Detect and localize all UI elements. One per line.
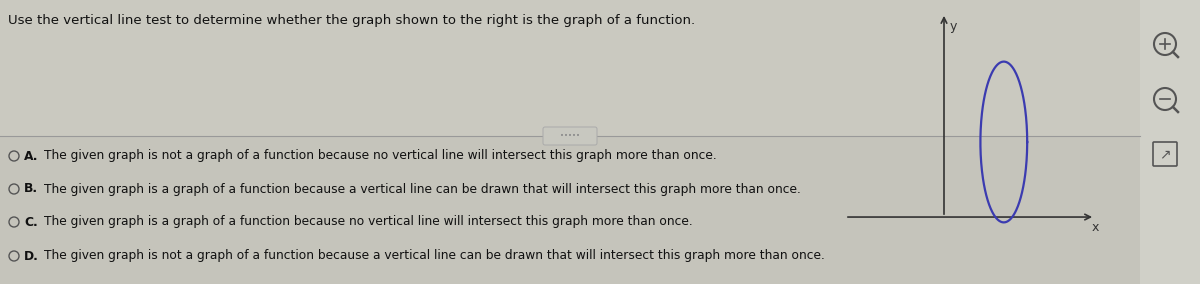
Bar bbox=[0, 136, 1140, 284]
Text: C.: C. bbox=[24, 216, 37, 229]
Text: D.: D. bbox=[24, 250, 38, 262]
FancyBboxPatch shape bbox=[542, 127, 598, 145]
Bar bbox=[0, 0, 1140, 136]
Text: x: x bbox=[1092, 221, 1099, 234]
Bar bbox=[1140, 0, 1200, 284]
Text: y: y bbox=[950, 20, 958, 33]
Text: The given graph is not a graph of a function because no vertical line will inter: The given graph is not a graph of a func… bbox=[44, 149, 716, 162]
Text: •••••: ••••• bbox=[560, 133, 580, 139]
Text: The given graph is a graph of a function because no vertical line will intersect: The given graph is a graph of a function… bbox=[44, 216, 692, 229]
Text: A.: A. bbox=[24, 149, 38, 162]
Text: ↗: ↗ bbox=[1159, 147, 1171, 161]
Text: The given graph is not a graph of a function because a vertical line can be draw: The given graph is not a graph of a func… bbox=[44, 250, 824, 262]
Text: Use the vertical line test to determine whether the graph shown to the right is : Use the vertical line test to determine … bbox=[8, 14, 695, 27]
Text: The given graph is a graph of a function because a vertical line can be drawn th: The given graph is a graph of a function… bbox=[44, 183, 800, 195]
Text: B.: B. bbox=[24, 183, 38, 195]
